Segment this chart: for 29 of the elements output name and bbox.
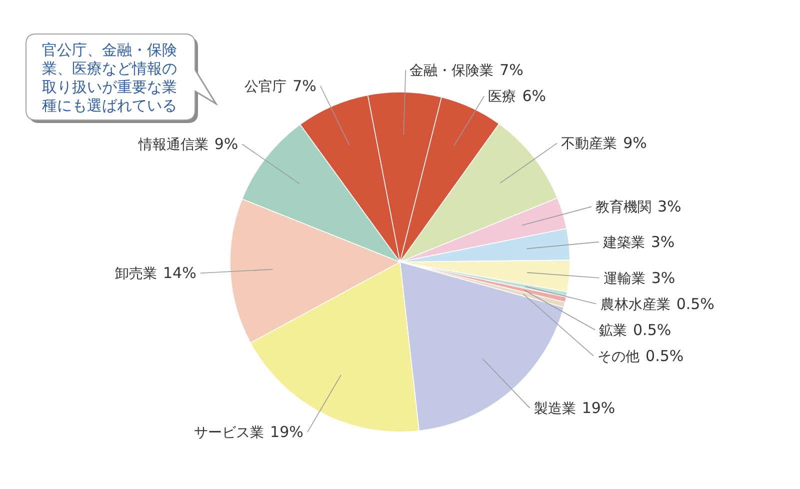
data-label: 0.5% <box>646 346 684 365</box>
slice-label: 医療 <box>488 89 516 106</box>
data-label: 3% <box>650 232 675 251</box>
data-label: 3% <box>651 268 676 287</box>
slice-label: その他 <box>598 348 640 365</box>
slice-label: 建築業 <box>602 234 645 251</box>
slice-label: 農林水産業 <box>600 296 670 313</box>
slice-label: 鉱業 <box>599 322 628 339</box>
data-label: 7% <box>292 76 316 95</box>
data-label: 0.5% <box>676 294 714 313</box>
data-label: 19% <box>270 423 304 442</box>
slice-label: 製造業 <box>534 401 576 418</box>
data-label: 9% <box>623 134 647 152</box>
slice-label: 金融・保険業 <box>410 63 494 80</box>
slice-label: 不動産業 <box>561 136 618 152</box>
data-label: 14% <box>162 264 196 282</box>
slice-label: 教育機関 <box>596 198 652 216</box>
data-label: 19% <box>582 399 616 418</box>
slice-label: 公官庁 <box>244 78 287 95</box>
slice-label: 情報通信業 <box>137 137 208 154</box>
data-label: 9% <box>214 135 238 154</box>
data-label: 6% <box>522 87 546 106</box>
slice-label: サービス業 <box>194 425 264 442</box>
data-label: 7% <box>500 61 524 80</box>
text: 官公庁、金融・保険業、医療など情報の取り扱いが重要な業種にも選ばれている <box>42 41 177 114</box>
data-label: 0.5% <box>633 320 672 339</box>
data-label: 3% <box>658 198 682 216</box>
slice-label: 運輸業 <box>603 270 646 287</box>
slice-label: 卸売業 <box>114 266 157 282</box>
